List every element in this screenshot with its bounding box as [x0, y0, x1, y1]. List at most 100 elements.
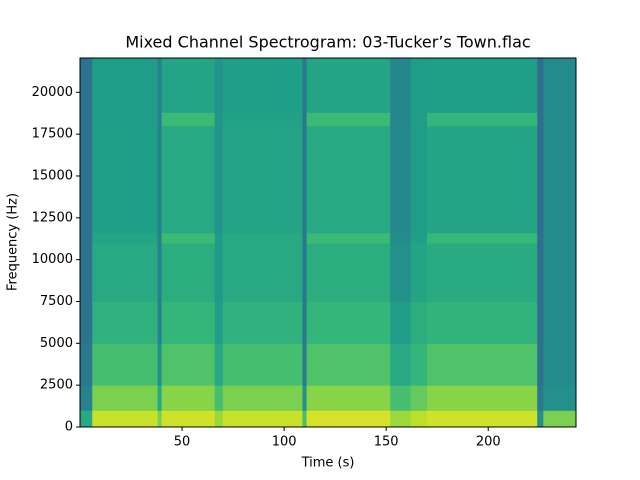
spectrogram-cell	[222, 343, 303, 386]
spectrogram-cell	[410, 112, 428, 127]
spectrogram-cell	[302, 58, 308, 113]
spectrogram-cell	[543, 232, 577, 244]
x-tick-label: 200	[476, 435, 501, 450]
spectrogram-cell	[222, 232, 303, 244]
y-tick-label: 2500	[40, 378, 73, 393]
spectrogram-cell	[80, 125, 93, 234]
y-axis-label: Frequency (Hz)	[6, 193, 21, 291]
spectrogram-cell	[92, 410, 159, 428]
spectrogram-cell	[157, 125, 163, 234]
spectrogram-cell	[302, 343, 308, 386]
x-axis-label: Time (s)	[301, 456, 355, 471]
spectrogram-cell	[222, 301, 303, 344]
spectrogram-cell	[80, 232, 93, 244]
spectrogram-cell	[222, 385, 303, 411]
spectrogram-cell	[161, 232, 216, 244]
spectrogram-cell	[426, 385, 538, 411]
spectrogram-cell	[306, 301, 391, 344]
spectrogram-cell	[426, 125, 538, 234]
spectrogram-cell	[157, 301, 163, 344]
spectrogram-cell	[80, 112, 93, 127]
spectrogram-cell	[543, 242, 577, 302]
spectrogram-cell	[214, 112, 224, 127]
spectrogram-cell	[92, 125, 159, 234]
y-tick-label: 7500	[40, 294, 73, 309]
spectrogram-cell	[92, 343, 159, 386]
spectrogram-cell	[426, 343, 538, 386]
spectrogram-cell	[537, 242, 544, 302]
spectrogram-cell	[157, 410, 163, 428]
spectrogram-cell	[410, 385, 428, 411]
spectrogram-cell	[537, 232, 544, 244]
spectrogram-cell	[222, 58, 303, 113]
y-tick-label: 17500	[32, 127, 73, 142]
spectrogram-cell	[306, 242, 391, 302]
spectrogram-cell	[80, 343, 93, 386]
y-tick-label: 12500	[32, 210, 73, 225]
spectrogram-cell	[306, 343, 391, 386]
spectrogram-cell	[80, 410, 93, 428]
spectrogram-cell	[426, 58, 538, 113]
spectrogram-cell	[157, 58, 163, 113]
x-tick-label: 100	[272, 435, 297, 450]
spectrogram-cell	[214, 410, 224, 428]
spectrogram-cell	[390, 58, 412, 113]
spectrogram-cell	[537, 301, 544, 344]
spectrogram-cell	[306, 112, 391, 127]
spectrogram-cell	[214, 301, 224, 344]
spectrogram-cell	[214, 242, 224, 302]
spectrogram-cell	[80, 58, 93, 113]
spectrogram-cell	[537, 125, 544, 234]
spectrogram-cell	[161, 125, 216, 234]
spectrogram-cell	[537, 385, 544, 411]
spectrogram-cell	[222, 410, 303, 428]
spectrogram-cell	[410, 410, 428, 428]
spectrogram-cell	[306, 232, 391, 244]
spectrogram-cell	[302, 242, 308, 302]
spectrogram-cell	[390, 112, 412, 127]
spectrogram-cell	[161, 242, 216, 302]
spectrogram-cell	[92, 58, 159, 113]
spectrogram-cell	[410, 58, 428, 113]
spectrogram-cell	[214, 232, 224, 244]
spectrogram-cell	[80, 385, 93, 411]
chart-title: Mixed Channel Spectrogram: 03-Tucker’s T…	[125, 33, 530, 52]
spectrogram-cell	[222, 112, 303, 127]
spectrogram-cell	[302, 301, 308, 344]
spectrogram-cell	[426, 301, 538, 344]
spectrogram-cell	[161, 343, 216, 386]
spectrogram-cell	[543, 112, 577, 127]
x-tick-label: 50	[174, 435, 191, 450]
spectrogram-cell	[426, 242, 538, 302]
spectrogram-cell	[92, 232, 159, 244]
y-tick-label: 10000	[32, 252, 73, 267]
spectrogram-cell	[390, 385, 412, 411]
spectrogram-cell	[161, 112, 216, 127]
spectrogram-cell	[80, 242, 93, 302]
spectrogram-cell	[426, 410, 538, 428]
spectrogram-cell	[537, 58, 544, 113]
spectrogram-cell	[543, 58, 577, 113]
y-tick-label: 5000	[40, 336, 73, 351]
spectrogram-cell	[410, 301, 428, 344]
spectrogram-cell	[390, 232, 412, 244]
spectrogram-cell	[92, 301, 159, 344]
spectrogram-cell	[92, 112, 159, 127]
spectrogram-cell	[390, 301, 412, 344]
spectrogram-cell	[161, 410, 216, 428]
spectrogram-cell	[543, 343, 577, 386]
spectrogram-cell	[410, 242, 428, 302]
spectrogram-cell	[157, 385, 163, 411]
spectrogram-cell	[410, 125, 428, 234]
spectrogram-cell	[410, 232, 428, 244]
spectrogram-cell	[390, 242, 412, 302]
spectrogram-cell	[214, 343, 224, 386]
spectrogram-cell	[306, 385, 391, 411]
spectrogram-cell	[302, 410, 308, 428]
spectrogram-cell	[306, 125, 391, 234]
y-tick-label: 15000	[32, 168, 73, 183]
spectrogram-cell	[80, 301, 93, 344]
spectrogram-cell	[543, 301, 577, 344]
spectrogram-cell	[426, 112, 538, 127]
